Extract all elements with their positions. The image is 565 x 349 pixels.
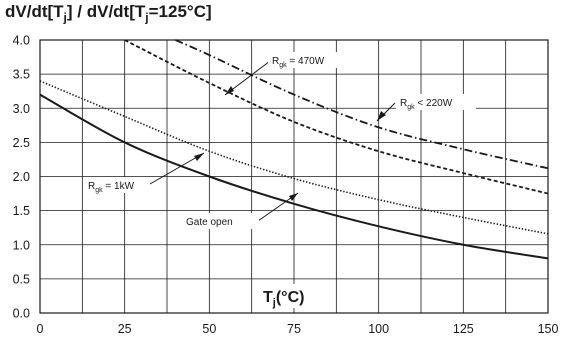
x-tick-label: 125 bbox=[453, 322, 474, 336]
y-tick-label: 3.0 bbox=[13, 102, 30, 116]
chart-title: dV/dt[Tj] / dV/dt[Tj=125°C] bbox=[5, 2, 212, 25]
series-line-0 bbox=[175, 39, 549, 170]
x-tick-label: 25 bbox=[118, 322, 132, 336]
x-tick-label: 150 bbox=[538, 322, 559, 336]
label-rgk-1k: Rgk = 1kW bbox=[88, 181, 135, 194]
y-tick-label: 1.5 bbox=[13, 204, 30, 218]
annotation-gate-open: Gate open bbox=[181, 192, 299, 229]
label-gate-open: Gate open bbox=[186, 217, 233, 228]
y-tick-label: 2.0 bbox=[13, 170, 30, 184]
series-line-3 bbox=[39, 93, 549, 260]
series-line-1 bbox=[124, 39, 549, 195]
y-tick-label: 0.0 bbox=[13, 307, 30, 321]
x-tick-label: 50 bbox=[202, 322, 216, 336]
y-tick-label: 0.5 bbox=[13, 272, 30, 286]
series-line-2 bbox=[39, 80, 549, 235]
x-axis-title-text: Tj(°C) bbox=[263, 289, 304, 309]
annotation-rgk-470: Rgk = 470W bbox=[224, 52, 358, 96]
x-tick-label: 0 bbox=[37, 322, 44, 336]
x-tick-label: 75 bbox=[287, 322, 301, 336]
annotation-rgk-1k: Rgk = 1kW bbox=[84, 152, 205, 194]
y-tick-label: 3.5 bbox=[13, 68, 30, 82]
x-axis-title: Tj(°C) bbox=[258, 284, 314, 309]
annotation-rgk-220: Rgk < 220W bbox=[376, 94, 476, 122]
x-tick-label: 100 bbox=[368, 322, 389, 336]
label-rgk-220: Rgk < 220W bbox=[400, 98, 453, 111]
label-rgk-470: Rgk = 470W bbox=[272, 56, 325, 69]
y-tick-label: 2.5 bbox=[13, 136, 30, 150]
y-tick-label: 1.0 bbox=[13, 238, 30, 252]
plot-frame bbox=[39, 39, 549, 314]
y-tick-label: 4.0 bbox=[13, 34, 30, 48]
